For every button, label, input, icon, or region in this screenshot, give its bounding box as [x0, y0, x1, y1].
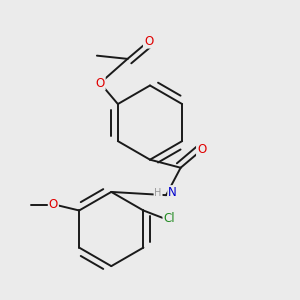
Text: Cl: Cl — [164, 212, 175, 225]
Text: O: O — [197, 143, 206, 157]
Text: O: O — [144, 34, 153, 48]
Text: N: N — [168, 186, 177, 199]
Text: H: H — [154, 188, 162, 198]
Text: O: O — [49, 198, 58, 211]
Text: O: O — [95, 76, 105, 90]
